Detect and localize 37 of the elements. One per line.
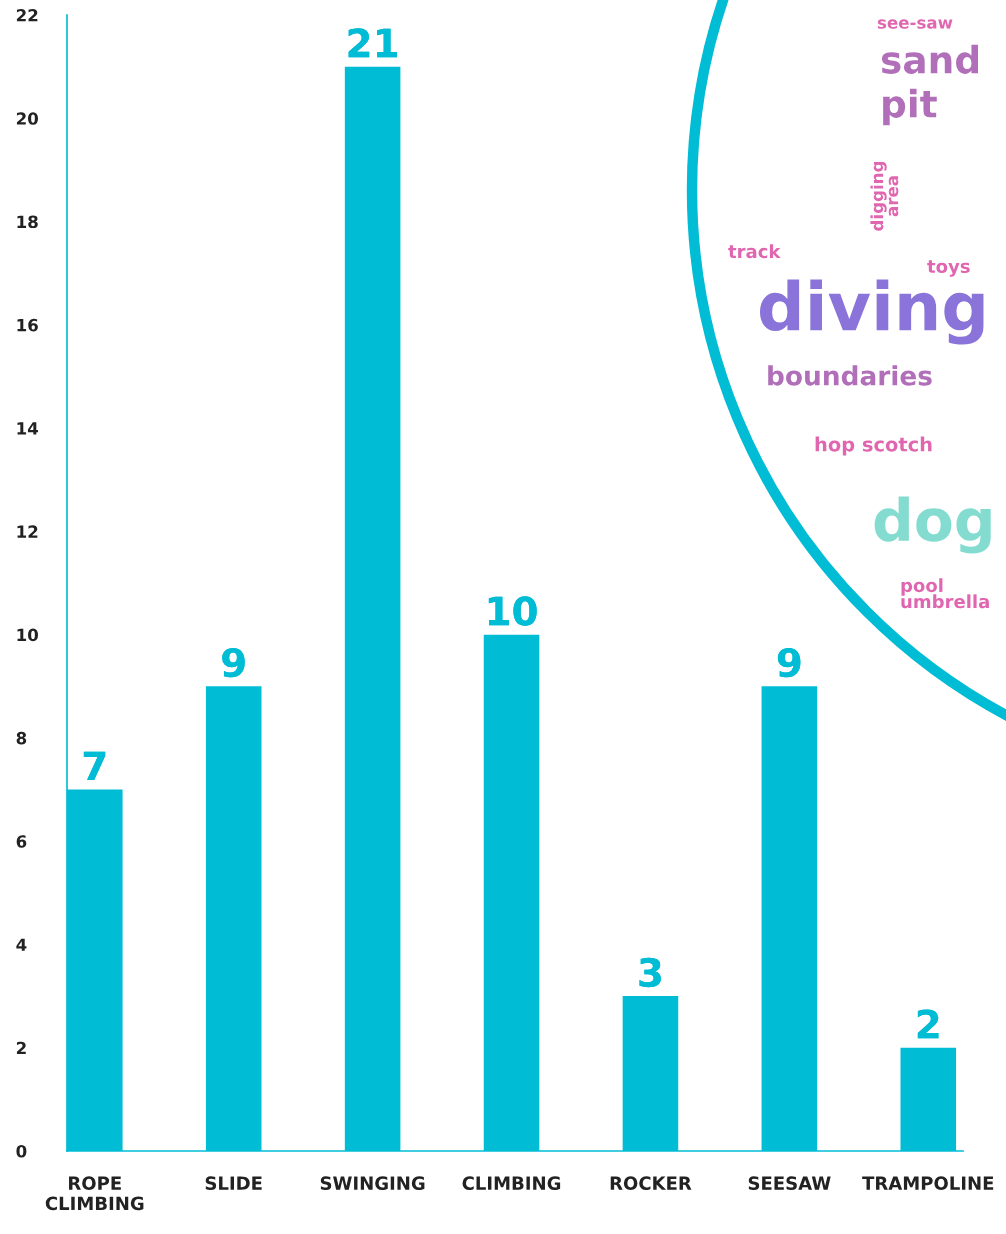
annotation: digging area: [870, 161, 899, 231]
y-tick-label: 2: [16, 1041, 26, 1055]
annotation: boundaries: [768, 365, 932, 386]
x-tick-label: TRAMPOLINE: [862, 1176, 994, 1190]
annotation: hop scotch: [815, 436, 932, 456]
x-tick-label: ROPE CLIMBING: [45, 1176, 144, 1211]
annotation: pool umbrella: [901, 578, 989, 609]
data-label: 21: [348, 28, 397, 58]
data-label: 3: [639, 957, 661, 988]
annotation: pit: [883, 88, 937, 126]
y-tick-label: 4: [16, 938, 27, 951]
annotation: track: [728, 244, 781, 259]
data-label: 9: [222, 647, 245, 678]
y-tick-label: 12: [17, 525, 38, 538]
y-tick-label: 6: [16, 835, 27, 848]
y-tick-label: 8: [16, 731, 27, 745]
y-tick-label: 18: [17, 215, 38, 229]
annotation: dog: [874, 496, 991, 554]
x-tick-label: SEESAW: [748, 1176, 831, 1190]
y-tick-label: 22: [16, 8, 38, 22]
x-tick-label: SLIDE: [205, 1176, 262, 1190]
annotation: see-saw: [877, 19, 953, 29]
annotation: toys: [927, 260, 970, 277]
data-label: 7: [83, 751, 106, 781]
y-tick-label: 14: [17, 422, 39, 435]
data-label: 10: [488, 596, 537, 626]
x-tick-label: ROCKER: [610, 1176, 692, 1190]
x-tick-label: SWINGING: [320, 1176, 425, 1190]
annotation: diving: [760, 279, 984, 345]
x-tick-label: CLIMBING: [462, 1176, 561, 1190]
y-tick-label: 0: [16, 1144, 27, 1158]
y-tick-label: 16: [17, 318, 38, 332]
y-tick-label: 10: [17, 628, 39, 642]
data-label: 9: [777, 647, 801, 678]
annotation: sand: [881, 44, 979, 74]
y-tick-label: 20: [16, 112, 39, 125]
data-label: 2: [917, 1009, 939, 1039]
